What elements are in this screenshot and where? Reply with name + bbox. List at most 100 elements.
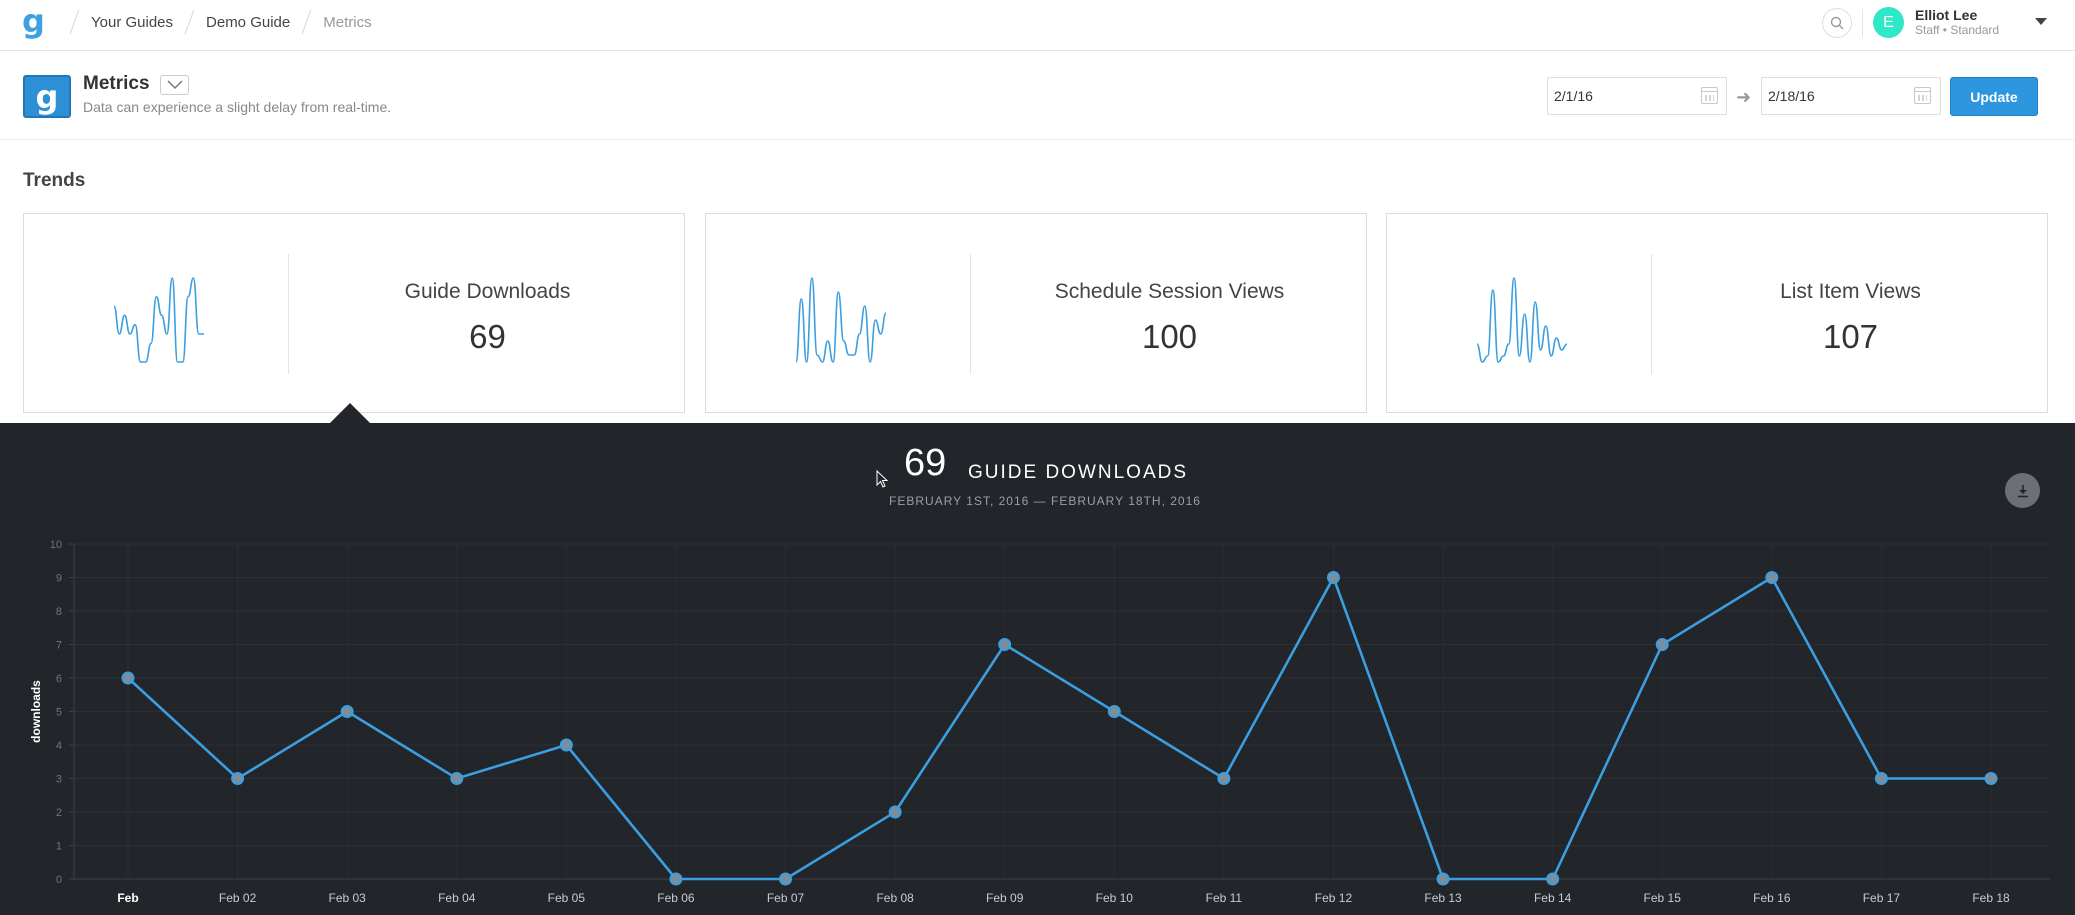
x-tick-label: Feb 02 — [219, 891, 257, 905]
trend-card-value: 100 — [1141, 318, 1198, 355]
trend-card-schedule-session-views[interactable]: Schedule Session Views 100 — [705, 213, 1367, 413]
x-tick-label: Feb 04 — [438, 891, 476, 905]
y-tick-label: 6 — [56, 673, 62, 685]
data-point[interactable] — [450, 772, 464, 785]
card-divider — [1651, 254, 1652, 374]
guide-app-icon: g — [23, 75, 71, 118]
y-tick-label: 1 — [56, 841, 62, 853]
y-tick-label: 4 — [56, 740, 62, 752]
series-line — [127, 576, 1991, 881]
breadcrumb-separator — [184, 9, 195, 35]
breadcrumb: Your Guides Demo Guide Metrics — [58, 0, 372, 44]
downloads-line-chart: 0 1 2 3 4 5 6 7 8 9 10 Feb Feb 02 Feb 03 Feb 04 Feb 05 F… — [29, 539, 2050, 905]
data-point[interactable] — [888, 805, 902, 819]
breadcrumb-separator — [69, 9, 80, 35]
sparkline — [795, 277, 887, 363]
mouse-cursor-icon — [876, 470, 889, 488]
sparkline-series — [795, 277, 887, 363]
y-tick-label: 2 — [56, 807, 62, 819]
x-tick-label: Feb 07 — [767, 891, 805, 905]
search-icon — [1830, 16, 1844, 30]
y-tick-label: 0 — [56, 874, 62, 886]
y-tick-label: 7 — [56, 640, 62, 652]
search-button[interactable] — [1822, 8, 1852, 38]
download-button[interactable] — [2005, 473, 2040, 508]
page-subtitle: Data can experience a slight delay from … — [83, 99, 392, 115]
y-tick-label: 8 — [56, 606, 62, 618]
x-tick-label: Feb 17 — [1863, 891, 1901, 905]
trend-card-guide-downloads[interactable]: Guide Downloads 69 — [23, 213, 685, 413]
y-tick-label: 3 — [56, 774, 62, 786]
page-title: Metrics — [83, 73, 150, 94]
data-point[interactable] — [998, 638, 1012, 651]
x-tick-label: Feb 16 — [1753, 891, 1791, 905]
trend-card-label: Guide Downloads — [404, 280, 571, 303]
data-point[interactable] — [1217, 772, 1231, 785]
selected-card-pointer — [330, 403, 370, 423]
arrow-right-icon: ➜ — [1736, 87, 1752, 107]
breadcrumb-separator — [301, 9, 312, 35]
detail-metric-label: GUIDE DOWNLOADS — [968, 462, 1189, 483]
data-point[interactable] — [779, 872, 793, 886]
y-tick-label: 9 — [56, 573, 62, 585]
calendar-icon[interactable] — [1701, 87, 1718, 104]
user-menu-caret-icon[interactable] — [2035, 18, 2047, 25]
sparkline — [113, 277, 204, 363]
data-point[interactable] — [1326, 571, 1340, 584]
x-tick-label: Feb 13 — [1424, 891, 1462, 905]
data-point[interactable] — [559, 738, 573, 752]
download-icon — [2017, 484, 2028, 497]
trend-card-label: Schedule Session Views — [1054, 280, 1285, 303]
x-tick-label: Feb 08 — [876, 891, 914, 905]
end-date-input[interactable] — [1761, 77, 1941, 115]
x-tick-label: Feb 10 — [1096, 891, 1134, 905]
breadcrumb-demo-guide[interactable]: Demo Guide — [206, 13, 291, 31]
guidebook-logo[interactable]: g — [22, 2, 45, 40]
start-date-input[interactable] — [1547, 77, 1727, 115]
avatar[interactable]: E — [1873, 7, 1904, 38]
data-point[interactable] — [121, 671, 135, 685]
breadcrumb-metrics: Metrics — [323, 13, 372, 31]
data-point[interactable] — [231, 772, 245, 785]
data-point[interactable] — [1765, 571, 1779, 584]
y-axis-title: downloads — [29, 680, 43, 743]
x-tick-label: Feb 12 — [1315, 891, 1353, 905]
nav-divider — [1862, 9, 1863, 37]
sparkline-series — [113, 277, 204, 363]
data-point[interactable] — [1874, 772, 1888, 785]
x-tick-label: Feb 06 — [657, 891, 695, 905]
update-button[interactable]: Update — [1950, 77, 2038, 116]
breadcrumb-your-guides[interactable]: Your Guides — [91, 13, 174, 31]
detail-date-range: FEBRUARY 1ST, 2016 — FEBRUARY 18TH, 2016 — [889, 494, 1201, 508]
x-tick-label: Feb 18 — [1972, 891, 2010, 905]
y-tick-label: 5 — [56, 707, 62, 719]
sparkline-series — [1476, 277, 1568, 363]
x-tick-label: Feb 05 — [548, 891, 586, 905]
y-tick-label: 10 — [50, 539, 62, 551]
sparkline — [1476, 277, 1568, 363]
x-tick-label: Feb 11 — [1206, 891, 1243, 905]
trend-card-value: 107 — [1822, 318, 1879, 355]
metrics-header: g Metrics Data can experience a slight d… — [0, 51, 2075, 140]
x-tick-label: Feb 03 — [328, 891, 366, 905]
trend-card-label: List Item Views — [1780, 280, 1921, 303]
trend-card-list-item-views[interactable]: List Item Views 107 — [1386, 213, 2048, 413]
x-tick-label: Feb — [117, 891, 138, 905]
data-point[interactable] — [669, 872, 683, 886]
user-name[interactable]: Elliot Lee — [1915, 7, 1978, 23]
card-divider — [970, 254, 971, 374]
x-tick-label: Feb 09 — [986, 891, 1024, 905]
trend-card-value: 69 — [469, 318, 506, 355]
detail-panel — [0, 423, 2075, 915]
data-point[interactable] — [1984, 772, 1998, 785]
data-point[interactable] — [1655, 638, 1669, 651]
trends-heading: Trends — [23, 170, 86, 191]
x-tick-label: Feb 15 — [1644, 891, 1682, 905]
metrics-dropdown-button[interactable] — [160, 75, 189, 95]
data-point[interactable] — [1107, 705, 1121, 718]
data-point[interactable] — [1546, 872, 1560, 886]
data-point[interactable] — [340, 705, 354, 718]
data-point[interactable] — [1436, 872, 1450, 886]
x-tick-label: Feb 14 — [1534, 891, 1572, 905]
calendar-icon[interactable] — [1914, 87, 1931, 104]
